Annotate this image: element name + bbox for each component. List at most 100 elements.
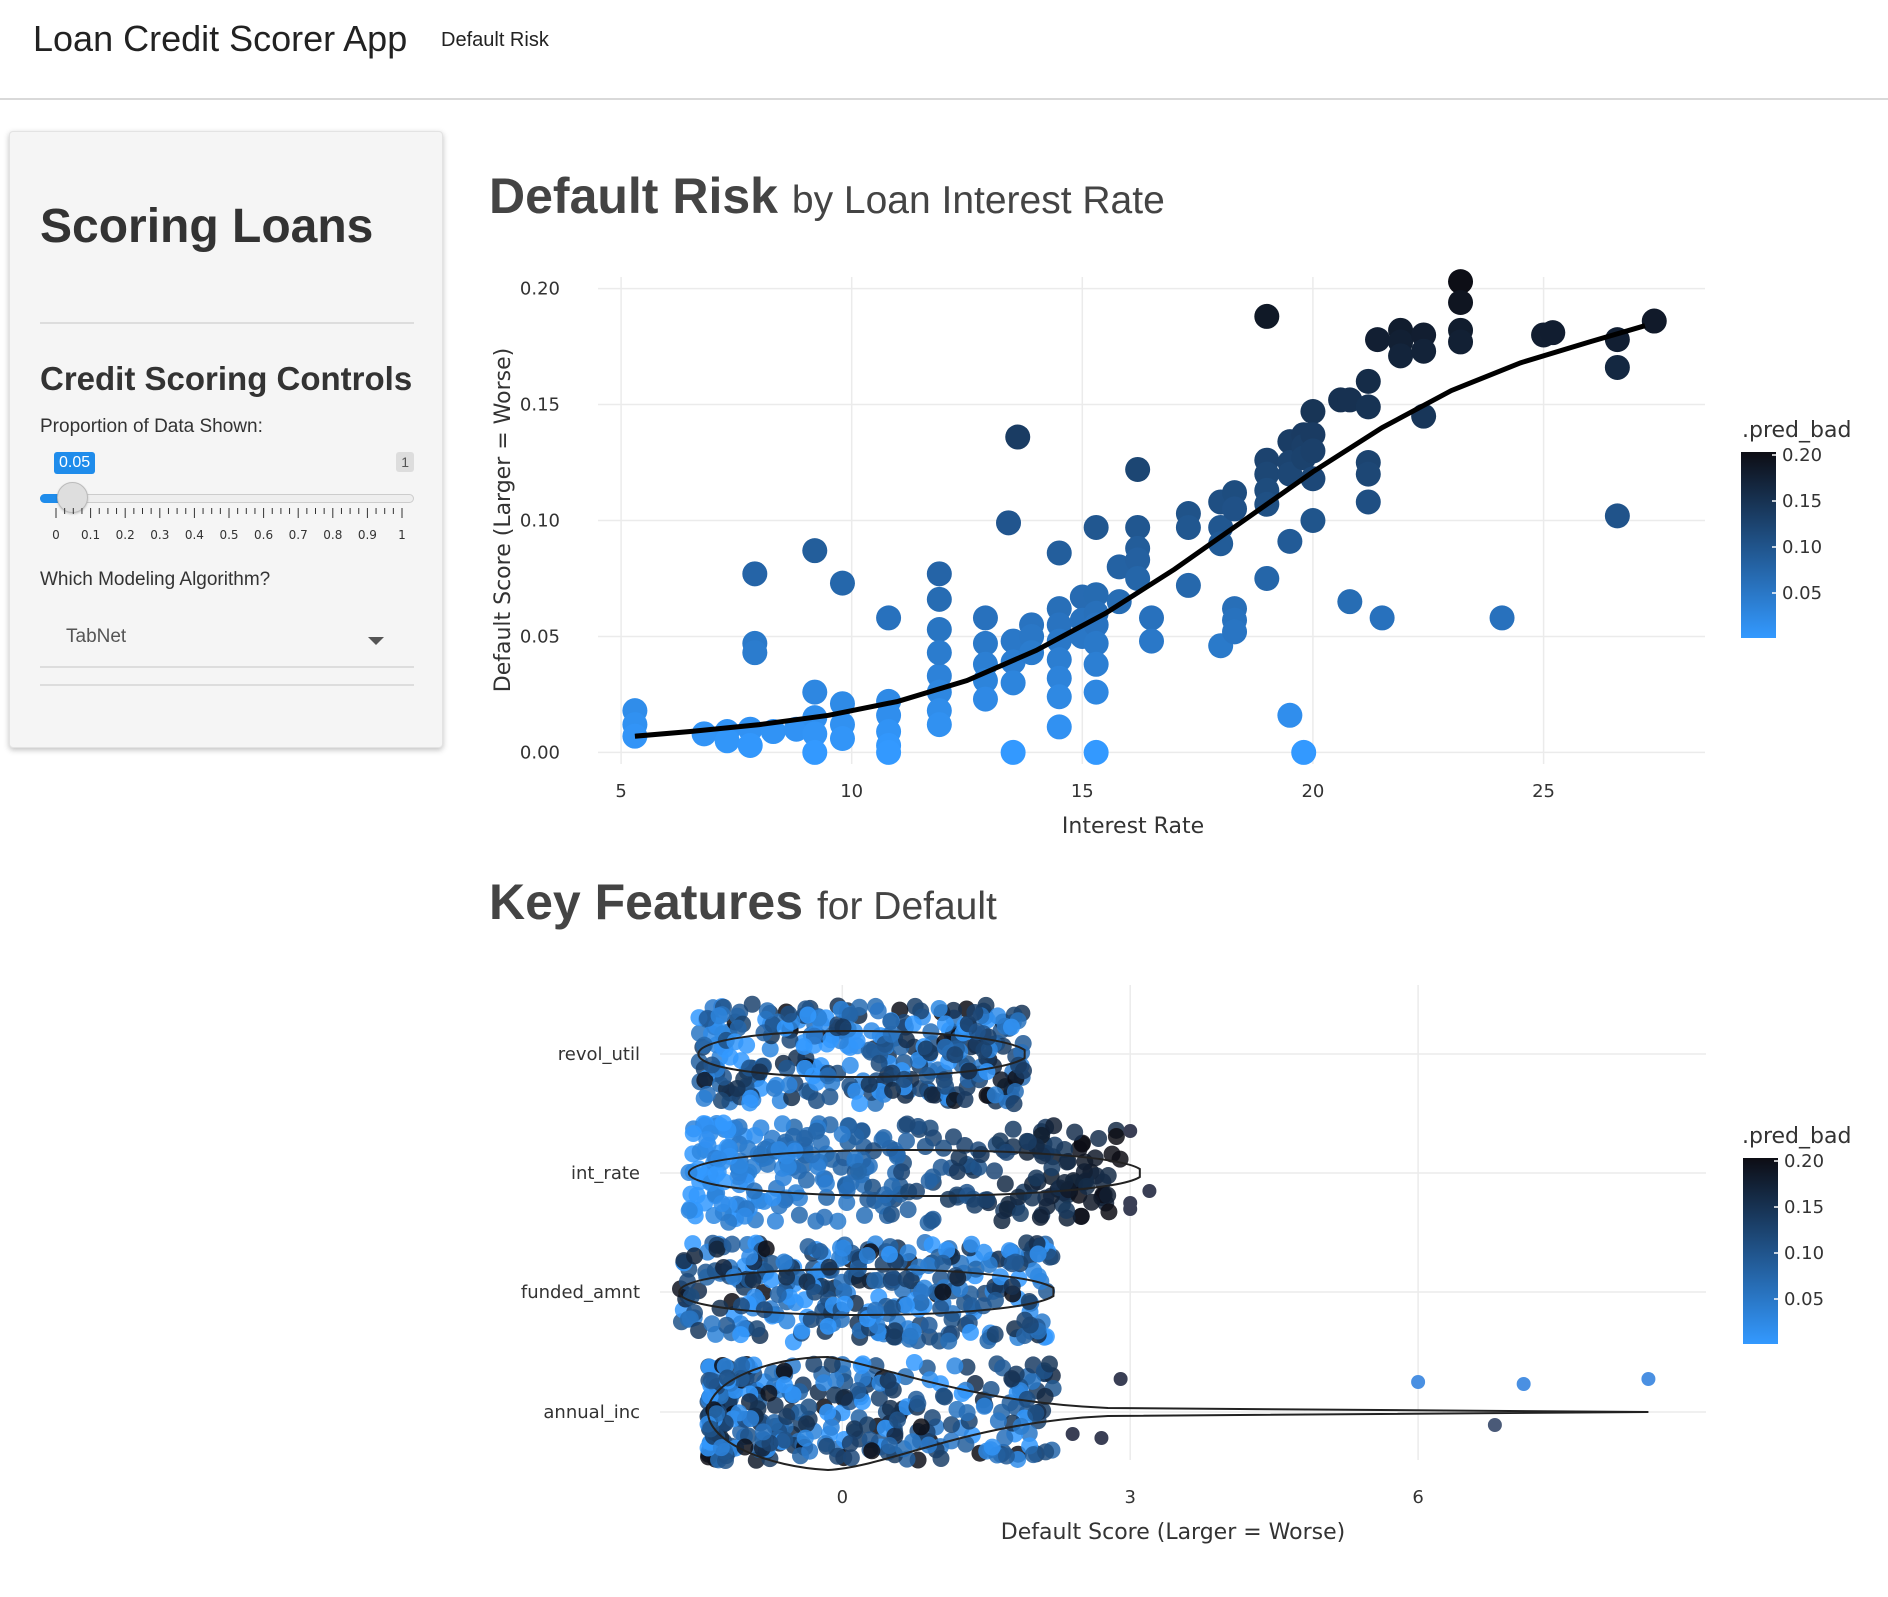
data-point	[685, 1120, 703, 1138]
data-point	[1083, 679, 1109, 705]
data-point	[972, 1058, 990, 1076]
data-point	[1013, 1004, 1031, 1022]
data-point	[763, 1306, 781, 1324]
data-point	[876, 1072, 894, 1090]
data-point	[976, 1191, 994, 1209]
data-point	[831, 1032, 849, 1050]
chevron-down-icon[interactable]	[368, 637, 384, 645]
data-point	[690, 1024, 708, 1042]
data-point	[784, 1386, 802, 1404]
slider-handle[interactable]	[57, 482, 88, 513]
proportion-slider[interactable]: 0.05 1 0 0.1 0.2 0.3 0.4 0.5 0.6 0.7 0.8 0.9 1	[40, 452, 414, 552]
data-point	[730, 1135, 748, 1153]
data-point	[960, 1017, 978, 1035]
data-point	[859, 1190, 877, 1208]
data-point	[967, 1260, 985, 1278]
data-point	[822, 1031, 840, 1049]
app-brand[interactable]: Loan Credit Scorer App	[33, 18, 408, 59]
data-point	[1011, 1382, 1029, 1400]
data-point	[722, 1324, 740, 1342]
data-point	[714, 1025, 732, 1043]
data-point	[748, 1320, 766, 1338]
data-point	[690, 1009, 708, 1027]
data-point	[881, 1238, 899, 1256]
data-point	[891, 1001, 909, 1019]
data-point	[792, 1447, 810, 1465]
data-point	[866, 1094, 884, 1112]
data-point	[798, 1058, 816, 1076]
data-point	[907, 1182, 925, 1200]
data-point	[1009, 1188, 1027, 1206]
data-point	[1277, 461, 1303, 487]
data-point	[710, 1429, 728, 1447]
data-point	[710, 1007, 728, 1025]
data-point	[847, 1082, 865, 1100]
data-point	[714, 728, 740, 754]
tab-default-risk[interactable]: Default Risk	[441, 29, 549, 51]
data-point	[998, 1143, 1016, 1161]
data-point	[992, 1022, 1010, 1040]
data-point	[894, 1281, 912, 1299]
data-point	[932, 1158, 950, 1176]
data-point	[893, 1163, 911, 1181]
data-point	[1641, 308, 1667, 334]
data-point	[711, 1299, 729, 1317]
data-point	[707, 1450, 725, 1468]
data-point	[829, 725, 855, 751]
data-point	[920, 1316, 938, 1334]
data-point	[963, 1235, 981, 1253]
data-point	[1013, 1044, 1031, 1062]
data-point	[958, 1404, 976, 1422]
data-point	[699, 1393, 717, 1411]
data-point	[711, 1447, 729, 1465]
data-point	[1083, 600, 1109, 626]
data-point	[1020, 1425, 1038, 1443]
data-point	[714, 1203, 732, 1221]
data-point	[708, 1398, 726, 1416]
data-point	[913, 1008, 931, 1026]
data-point	[706, 1262, 724, 1280]
data-point	[821, 1088, 839, 1106]
data-point	[682, 1288, 700, 1306]
data-point	[721, 1259, 739, 1277]
slider-track[interactable]	[40, 494, 414, 503]
data-point	[959, 1062, 977, 1080]
data-point	[718, 1316, 736, 1334]
data-point	[724, 1265, 742, 1283]
data-point	[882, 1012, 900, 1030]
data-point	[622, 712, 648, 738]
data-point	[756, 1140, 774, 1158]
data-point	[816, 1297, 834, 1315]
data-point	[820, 1258, 838, 1276]
data-point	[992, 1445, 1010, 1463]
data-point	[1069, 584, 1095, 610]
data-point	[915, 1279, 933, 1297]
data-point	[699, 1415, 717, 1433]
data-point	[879, 1443, 897, 1461]
data-point	[921, 1119, 939, 1137]
data-point	[874, 1370, 892, 1388]
data-point	[852, 1388, 870, 1406]
data-point	[702, 1407, 720, 1425]
data-point	[883, 1371, 901, 1389]
algorithm-select[interactable]: TabNet	[40, 612, 414, 668]
data-point	[877, 1297, 895, 1315]
data-point	[802, 739, 828, 765]
data-point	[729, 1157, 747, 1175]
data-point	[807, 1122, 825, 1140]
data-point	[721, 1093, 739, 1111]
data-point	[823, 1150, 841, 1168]
data-point	[904, 1322, 922, 1340]
data-point	[921, 1044, 939, 1062]
data-point	[939, 1089, 957, 1107]
data-point	[697, 1263, 715, 1281]
data-point	[747, 1382, 765, 1400]
data-point	[814, 1170, 832, 1188]
data-point	[742, 1410, 760, 1428]
data-point	[742, 1087, 760, 1105]
data-point	[819, 1403, 837, 1421]
data-point	[696, 1071, 714, 1089]
data-point	[704, 1421, 722, 1439]
data-point	[1032, 1123, 1050, 1141]
data-point	[892, 1038, 910, 1056]
